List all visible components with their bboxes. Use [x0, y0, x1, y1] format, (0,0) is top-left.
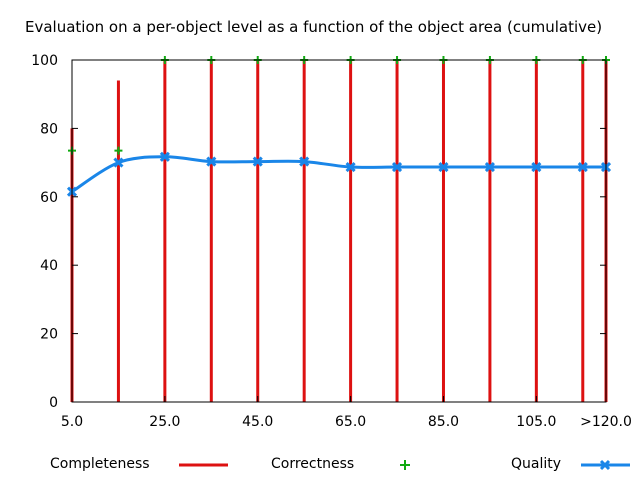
- legend-sample-quality-b: [599, 459, 611, 471]
- y-tick-label: 80: [40, 121, 58, 137]
- quality-point: [113, 157, 124, 168]
- legend-label-completeness: Completeness: [50, 456, 150, 472]
- quality-point-b: [113, 157, 124, 168]
- quality-point: [391, 161, 403, 173]
- quality-point-b: [438, 161, 449, 173]
- legend-label-correctness: Correctness: [271, 456, 355, 472]
- y-tick-label: 100: [31, 53, 58, 69]
- quality-point: [206, 156, 217, 167]
- quality-point-b: [531, 161, 542, 173]
- correctness-point: [114, 146, 123, 155]
- quality-line: [71, 155, 606, 193]
- x-tick-label: 5.0: [61, 414, 83, 430]
- quality-point-b: [206, 156, 217, 167]
- quality-point-b: [252, 156, 263, 167]
- quality-point: [484, 161, 495, 173]
- chart-title: Evaluation on a per-object level as a fu…: [25, 18, 603, 36]
- quality-point: [577, 161, 588, 173]
- y-tick-label: 20: [40, 327, 58, 343]
- x-tick-label: 65.0: [335, 414, 366, 430]
- quality-point: [438, 161, 449, 173]
- x-tick-label: >120.0: [580, 414, 632, 430]
- x-tick-label: 45.0: [242, 414, 273, 430]
- x-tick-label: 105.0: [516, 414, 556, 430]
- quality-point-b: [159, 151, 170, 162]
- quality-point-b: [299, 156, 310, 167]
- quality-point-b: [577, 161, 588, 173]
- quality-point: [531, 161, 542, 173]
- quality-point: [299, 156, 310, 167]
- quality-point: [252, 156, 263, 167]
- quality-point-b: [391, 161, 403, 173]
- x-tick-label: 25.0: [149, 414, 180, 430]
- quality-point-b: [484, 161, 495, 173]
- y-tick-label: 0: [49, 395, 58, 411]
- y-tick-label: 40: [40, 258, 58, 274]
- quality-point-b: [345, 161, 356, 173]
- quality-point: [159, 151, 170, 162]
- y-tick-label: 60: [40, 190, 58, 206]
- plot-frame: [71, 59, 607, 403]
- quality-point: [345, 161, 356, 173]
- legend-label-quality: Quality: [511, 456, 562, 472]
- x-tick-label: 85.0: [428, 414, 459, 430]
